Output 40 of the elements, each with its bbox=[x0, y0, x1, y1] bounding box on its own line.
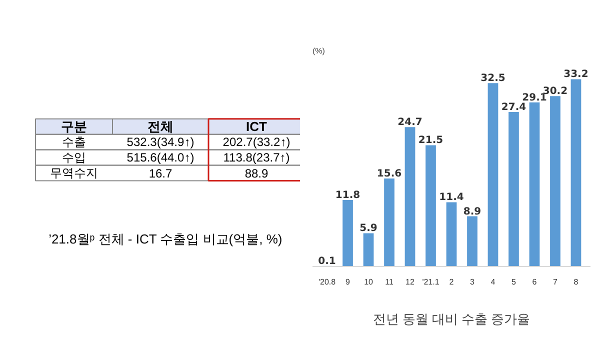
data-label: 0.1 bbox=[318, 256, 336, 267]
category-label: 전체 bbox=[148, 119, 174, 134]
x-tick-label: 8 bbox=[574, 278, 579, 286]
x-tick-label: 3 bbox=[470, 278, 476, 286]
text: 88.9 bbox=[244, 166, 268, 181]
data-label: 29.1 bbox=[522, 92, 547, 104]
x-tick-label: '20.8 bbox=[318, 278, 336, 286]
data-label: 24.7 bbox=[398, 117, 422, 128]
category-label: 수입 bbox=[62, 150, 86, 165]
data-label: 8.9 bbox=[463, 206, 482, 218]
category-label: 무역수지 bbox=[50, 166, 98, 180]
y-axis-title: (%) bbox=[312, 46, 326, 56]
x-tick-label: 12 bbox=[406, 278, 416, 286]
text: ’21.8월ᵖ 전체 - ICT 수출입 비교(억불, %) bbox=[48, 232, 282, 247]
data-label: 5.9 bbox=[360, 223, 378, 234]
text: 515.6(44.0↑) bbox=[126, 150, 194, 165]
category-label: 구분 bbox=[61, 119, 87, 134]
data-label: 11.4 bbox=[439, 192, 464, 204]
x-tick-label: 5 bbox=[512, 278, 517, 286]
text: 16.7 bbox=[148, 166, 172, 181]
x-tick-label: 2 bbox=[449, 278, 454, 286]
text: 532.3(34.9↑) bbox=[126, 135, 194, 150]
data-label: 15.6 bbox=[376, 168, 402, 180]
category-label: ICT bbox=[246, 119, 268, 134]
text: 202.7(33.2↑) bbox=[222, 135, 290, 150]
data-label: 11.8 bbox=[335, 190, 360, 201]
data-label: 33.2 bbox=[564, 69, 588, 80]
text: 전년 동월 대비 수출 증가율 bbox=[372, 312, 530, 326]
x-tick-label: 11 bbox=[385, 278, 394, 286]
x-tick-label: 9 bbox=[346, 278, 351, 286]
x-tick-label: 6 bbox=[532, 278, 538, 286]
data-label: 27.4 bbox=[501, 102, 526, 113]
x-tick-label: 4 bbox=[490, 278, 496, 286]
data-label: 21.5 bbox=[418, 135, 444, 146]
x-tick-label: '21.1 bbox=[422, 278, 440, 286]
text: 113.8(23.7↑) bbox=[223, 150, 290, 165]
data-label: 32.5 bbox=[480, 73, 506, 84]
x-tick-label: 10 bbox=[364, 278, 374, 286]
category-label: 수출 bbox=[62, 135, 86, 150]
x-tick-label: 7 bbox=[553, 278, 558, 286]
